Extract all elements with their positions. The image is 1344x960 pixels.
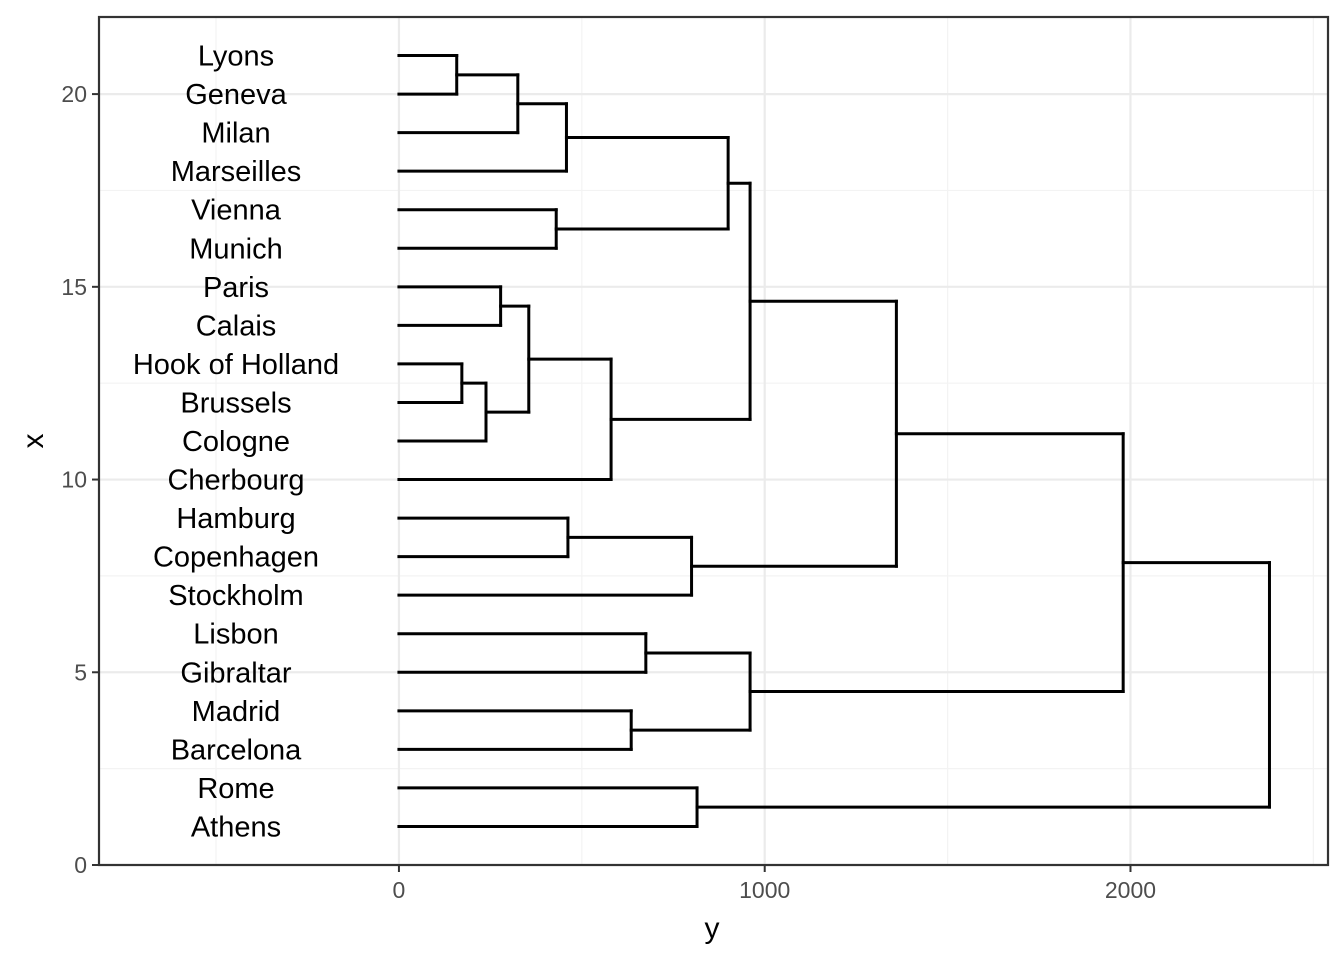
y-axis-title: x [17,434,50,449]
x-axis-title: y [705,912,720,945]
leaf-label: Hamburg [176,503,295,535]
x-axis-ticks: 0 1000 2000 [393,865,1156,903]
leaf-label: Milan [201,118,270,150]
x-tick-label: 0 [393,877,406,903]
leaf-labels: Athens Rome Barcelona Madrid Gibraltar Lisbon… [133,41,339,844]
x-tick-label: 1000 [739,877,790,903]
leaf-label: Copenhagen [153,542,319,574]
leaf-label: Munich [189,233,283,265]
leaf-label: Brussels [180,387,291,419]
y-tick-label: 10 [61,467,87,493]
y-axis-ticks: 0 5 10 15 20 [61,81,99,878]
x-tick-label: 2000 [1105,877,1156,903]
panel-border [97,15,1330,867]
leaf-label: Calais [196,310,277,342]
leaf-label: Cologne [182,426,290,458]
leaf-label: Cherbourg [167,465,304,497]
leaf-label: Marseilles [171,156,302,188]
leaf-label: Rome [197,773,274,805]
leaf-label: Madrid [192,696,281,728]
leaf-label: Stockholm [168,580,303,612]
leaf-label: Paris [203,272,269,304]
y-tick-label: 0 [74,852,87,878]
leaf-label: Gibraltar [180,657,292,689]
y-tick-label: 15 [61,274,87,300]
dendrogram-branches [397,54,1271,828]
leaf-label: Vienna [191,195,282,227]
leaf-label: Barcelona [171,734,302,766]
leaf-label: Lisbon [193,619,278,651]
y-tick-label: 20 [61,81,87,107]
minor-gridlines [99,17,1328,865]
leaf-label: Geneva [185,79,287,111]
leaf-label: Athens [191,811,281,843]
leaf-label: Lyons [198,41,274,73]
leaf-label: Hook of Holland [133,349,339,381]
y-tick-label: 5 [74,659,87,685]
